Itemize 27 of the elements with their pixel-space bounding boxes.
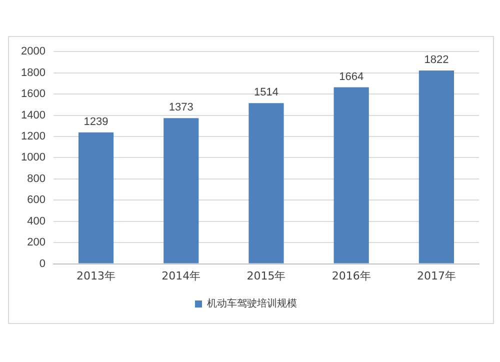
x-tick-label: 2013年	[76, 269, 116, 282]
y-tick-label: 1600	[20, 88, 46, 100]
bar	[164, 118, 199, 264]
y-tick-label: 0	[39, 258, 46, 270]
bar	[78, 132, 114, 264]
x-tick-label: 2014年	[162, 269, 201, 282]
y-tick-label: 1800	[20, 66, 46, 79]
y-tick-label: 2000	[20, 46, 46, 58]
legend-label: 机动车驾驶培训规模	[207, 298, 297, 310]
x-tick-label: 2016年	[332, 269, 371, 282]
x-tick-label: 2015年	[246, 269, 286, 282]
data-label: 1822	[424, 54, 449, 66]
y-tick-label: 400	[27, 215, 46, 228]
y-tick-label: 200	[27, 236, 46, 249]
y-tick-label: 800	[27, 172, 46, 185]
data-label: 1239	[84, 116, 108, 128]
y-tick-label: 1400	[20, 109, 46, 122]
bar	[248, 103, 284, 264]
y-tick-label: 1200	[20, 130, 46, 143]
data-label: 1514	[254, 86, 278, 99]
bar	[334, 87, 369, 264]
bar	[418, 70, 454, 264]
y-tick-label: 1000	[20, 152, 46, 164]
y-tick-label: 600	[27, 194, 46, 206]
data-label: 1664	[339, 70, 364, 83]
data-label: 1373	[168, 102, 194, 114]
x-tick-label: 2017年	[416, 269, 456, 282]
